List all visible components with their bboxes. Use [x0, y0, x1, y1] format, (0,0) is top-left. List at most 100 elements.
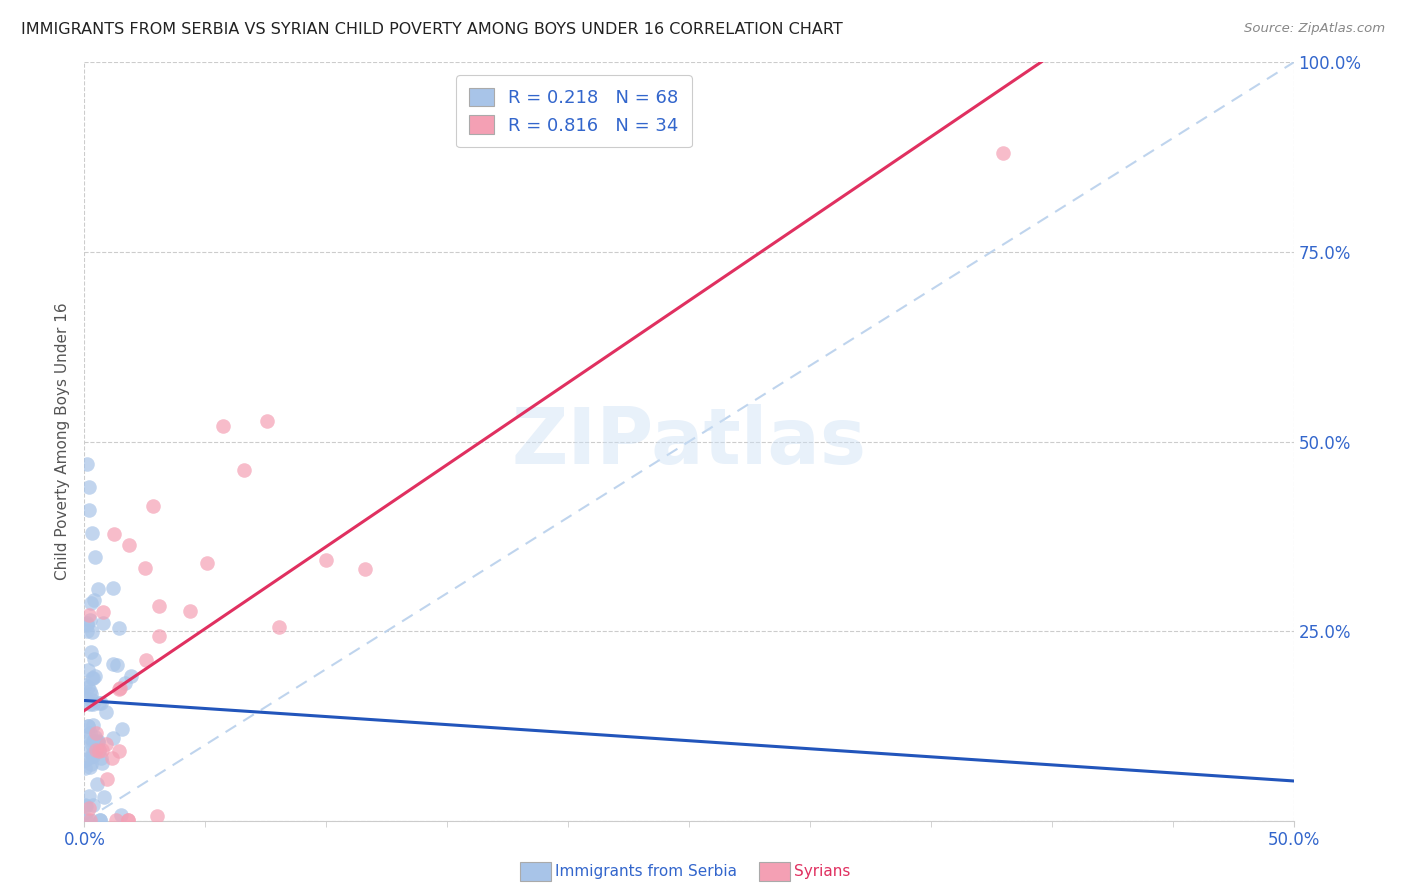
Point [90, 751, 112, 765]
Point [76, 615, 98, 630]
Point [354, 562, 377, 576]
Point [80, 756, 103, 771]
Point [82, 734, 104, 748]
Point [232, 463, 254, 477]
Point [89, 697, 111, 711]
Text: ZIPatlas: ZIPatlas [512, 403, 866, 480]
Point [93, 605, 115, 619]
Point [77, 801, 100, 815]
Point [82, 697, 104, 711]
Point [80, 693, 103, 707]
Point [86, 777, 108, 791]
Point [135, 653, 157, 667]
Point [108, 681, 131, 695]
Point [101, 731, 124, 745]
Point [89, 813, 111, 827]
Point [77, 813, 100, 827]
Point [111, 723, 134, 737]
Text: Immigrants from Serbia: Immigrants from Serbia [555, 864, 737, 879]
Point [256, 414, 278, 428]
Point [148, 629, 170, 643]
Point [315, 552, 337, 566]
Legend: R = 0.218   N = 68, R = 0.816   N = 34: R = 0.218 N = 68, R = 0.816 N = 34 [456, 75, 692, 147]
Text: IMMIGRANTS FROM SERBIA VS SYRIAN CHILD POVERTY AMONG BOYS UNDER 16 CORRELATION C: IMMIGRANTS FROM SERBIA VS SYRIAN CHILD P… [21, 22, 842, 37]
Point [93, 789, 115, 804]
Point [84, 731, 107, 745]
Point [84, 669, 107, 683]
Point [90, 696, 112, 710]
Point [82, 671, 104, 685]
Point [103, 526, 125, 541]
Point [211, 418, 233, 433]
Point [75, 739, 97, 753]
Point [96, 772, 118, 786]
Point [79, 684, 101, 698]
Point [110, 808, 132, 822]
Point [142, 499, 165, 513]
Point [77, 663, 100, 677]
Point [108, 621, 131, 635]
Point [84, 725, 107, 739]
Point [89, 744, 111, 758]
Point [83, 652, 105, 666]
Point [96, 705, 118, 719]
Text: Syrians: Syrians [794, 864, 851, 879]
Point [82, 671, 104, 685]
Point [86, 736, 108, 750]
Point [77, 719, 100, 733]
Y-axis label: Child Poverty Among Boys Under 16: Child Poverty Among Boys Under 16 [55, 302, 70, 581]
Point [103, 657, 125, 672]
Point [80, 645, 103, 659]
Point [101, 751, 124, 765]
Point [118, 539, 141, 553]
Point [87, 742, 110, 756]
Point [146, 809, 169, 823]
Point [120, 668, 142, 682]
Point [94, 737, 117, 751]
Point [84, 742, 107, 756]
Point [87, 734, 110, 748]
Point [76, 458, 98, 472]
Point [79, 614, 101, 628]
Point [80, 596, 103, 610]
Point [79, 760, 101, 774]
Point [77, 480, 100, 494]
Point [179, 604, 201, 618]
Point [195, 556, 218, 570]
Point [80, 625, 103, 640]
Point [75, 797, 97, 812]
Point [91, 756, 114, 770]
Point [80, 738, 103, 752]
Point [114, 675, 136, 690]
Point [107, 681, 129, 696]
Point [134, 561, 156, 575]
Point [79, 725, 101, 739]
Point [76, 617, 98, 632]
Point [80, 749, 103, 764]
Point [993, 146, 1015, 161]
Point [76, 680, 98, 694]
Text: Source: ZipAtlas.com: Source: ZipAtlas.com [1244, 22, 1385, 36]
Point [73, 690, 96, 705]
Point [82, 748, 104, 763]
Point [77, 503, 100, 517]
Point [104, 813, 127, 827]
Point [117, 813, 139, 827]
Point [73, 761, 96, 775]
Point [76, 624, 98, 638]
Point [105, 658, 128, 673]
Point [87, 582, 110, 597]
Point [80, 747, 103, 762]
Point [75, 813, 97, 827]
Point [87, 734, 110, 748]
Point [80, 525, 103, 540]
Point [83, 550, 105, 565]
Point [267, 620, 290, 634]
Point [82, 797, 104, 812]
Point [75, 753, 97, 767]
Point [89, 813, 111, 827]
Point [82, 717, 104, 731]
Point [91, 743, 114, 757]
Point [117, 813, 139, 827]
Point [103, 582, 125, 596]
